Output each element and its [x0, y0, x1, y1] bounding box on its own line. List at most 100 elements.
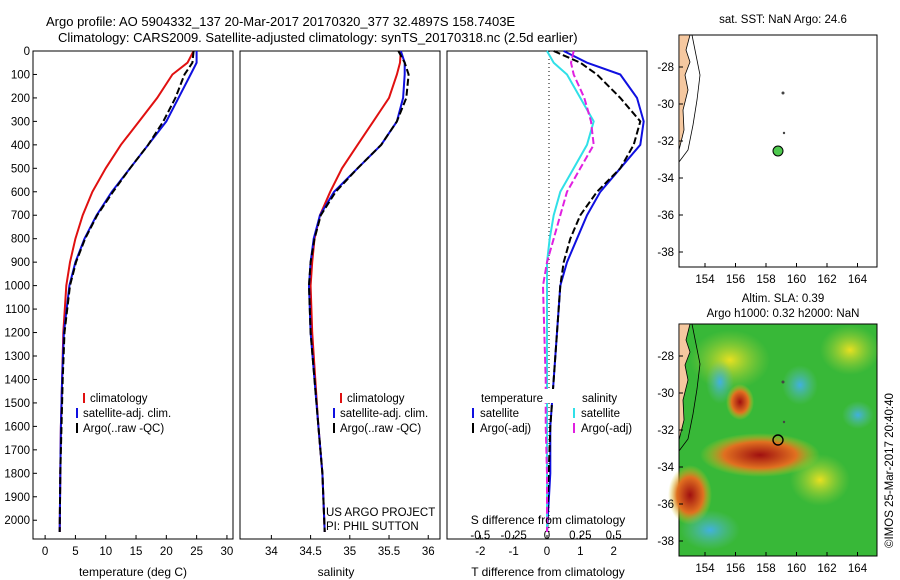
map-y-tick-label: -38 [657, 536, 674, 548]
sla-map: Altim. SLA: 0.39 Argo h1000: 0.32 h2000:… [657, 293, 880, 575]
map-x-tick-label: 160 [787, 563, 806, 575]
y-tick-label: 2000 [4, 515, 30, 527]
series-line-s_satellite [546, 50, 595, 532]
y-tick-label: 700 [11, 210, 30, 222]
x2-tick-label: -0.25 [501, 530, 527, 542]
y-tick-label: 1900 [4, 492, 30, 504]
x-tick-label: 35 [343, 546, 356, 558]
y-tick-label: 1100 [5, 304, 30, 316]
legend-s-satellite: satellite [581, 408, 620, 420]
x-tick-label: 0 [42, 546, 48, 558]
map-x-tick-label: 162 [817, 563, 836, 575]
map-y-tick-label: -30 [657, 388, 674, 400]
depth-contour [678, 34, 701, 163]
y-tick-label: 1400 [4, 374, 30, 386]
legend-t-satellite: satellite [480, 408, 519, 420]
map-y-tick-label: -36 [657, 499, 674, 511]
x-tick-label: 30 [221, 546, 234, 558]
track-point [781, 380, 785, 384]
y-tick-label: 100 [11, 69, 30, 81]
map-x-tick-label: 162 [817, 274, 836, 286]
y-tick-label: 400 [11, 140, 30, 152]
y-tick-label: 1600 [4, 421, 30, 433]
series-line-argo [58, 50, 195, 533]
series-line-satellite [307, 50, 406, 533]
series-line-climatology [309, 50, 402, 533]
y-tick-label: 800 [11, 234, 30, 246]
x-tick-label: 10 [99, 546, 112, 558]
y-tick-label: 1800 [4, 468, 30, 480]
salinity-xlabel: salinity [318, 565, 355, 579]
x2-tick-label: -0.5 [470, 530, 490, 542]
series-line-argo [546, 50, 642, 533]
series-line-satellite [58, 51, 198, 533]
map-y-tick-label: -32 [657, 425, 674, 437]
sla-feature [726, 384, 754, 420]
sst-map: sat. SST: NaN Argo: 24.6 -28 -30 -32 -34 -36… [657, 14, 878, 286]
x-tick-label: 35.5 [378, 546, 400, 558]
map-y-tick-label: -30 [657, 99, 674, 111]
x-tick-label: -1 [509, 546, 519, 558]
map-x-tick-label: 156 [726, 563, 745, 575]
map-y-tick-label: -28 [657, 351, 674, 363]
temperature-legend: climatology satellite-adj. clim. Argo(..… [76, 393, 171, 435]
salinity-legend: climatology satellite-adj. clim. Argo(..… [333, 393, 428, 435]
x2-tick-label: 0.25 [569, 530, 591, 542]
salinity-panel: 34 34.5 35 35.5 36 salinity climatology sate… [239, 50, 441, 579]
depth-contour [678, 323, 701, 452]
sst-map-title: sat. SST: NaN Argo: 24.6 [719, 14, 847, 26]
y-tick-label: 1000 [4, 281, 30, 293]
coastline-land [678, 34, 691, 151]
x2-tick-label: 0.5 [606, 530, 622, 542]
sla-feature [782, 365, 818, 405]
legend-satellite: satellite-adj. clim. [83, 408, 171, 420]
difference-legend: temperature salinity satellite Argo(-adj… [472, 389, 632, 435]
sdiff-xlabel: S difference from climatology [471, 513, 626, 527]
series-line-climatology [58, 50, 195, 533]
project-annotation: US ARGO PROJECT [326, 507, 435, 519]
sla-feature [820, 325, 880, 375]
legend-satellite: satellite-adj. clim. [340, 408, 428, 420]
tdiff-xlabel: T difference from climatology [471, 565, 625, 579]
sla-feature [668, 465, 712, 525]
x2-tick-label: 0 [544, 530, 550, 542]
sla-feature [700, 433, 820, 477]
y-tick-label: 1500 [4, 398, 30, 410]
map-y-tick-label: -34 [657, 173, 674, 185]
y-tick-label: 500 [11, 163, 30, 175]
sla-feature [842, 401, 874, 429]
x-tick-label: 5 [72, 546, 78, 558]
map-x-tick-label: 164 [848, 274, 868, 286]
legend-argo: Argo(..raw -QC) [83, 423, 164, 435]
track-point [782, 420, 786, 424]
x-tick-label: 1 [577, 546, 583, 558]
sla-map-title1: Altim. SLA: 0.39 [742, 293, 824, 305]
x-tick-label: 15 [130, 546, 143, 558]
legend-argo: Argo(..raw -QC) [340, 423, 421, 435]
map-x-tick-label: 154 [695, 274, 715, 286]
legend-s-argo: Argo(-adj) [581, 423, 632, 435]
track-point [781, 91, 785, 95]
sla-feature [706, 360, 734, 404]
chart-title-line1: Argo profile: AO 5904332_137 20-Mar-2017… [46, 14, 516, 29]
difference-panel: -2 -1 0 1 2 -0.5 -0.25 0 0.25 0.5 T difference f… [446, 50, 648, 579]
map-x-tick-label: 164 [848, 563, 868, 575]
series-line-satellite [546, 50, 645, 533]
sla-feature [680, 510, 740, 550]
series-line-argo [307, 50, 410, 533]
legend-t-argo: Argo(-adj) [480, 423, 531, 435]
temperature-frame [32, 50, 234, 540]
y-tick-label: 1700 [4, 445, 30, 457]
x-tick-label: -2 [475, 546, 485, 558]
x-tick-label: 0 [544, 546, 550, 558]
y-tick-label: 0 [24, 46, 30, 58]
map-x-tick-label: 158 [756, 274, 775, 286]
map-y-tick-label: -28 [657, 62, 674, 74]
y-tick-label: 900 [11, 257, 30, 269]
map-x-tick-label: 158 [756, 563, 775, 575]
y-tick-label: 200 [11, 93, 30, 105]
map-y-tick-label: -32 [657, 136, 674, 148]
x-tick-label: 2 [610, 546, 616, 558]
map-y-tick-label: -34 [657, 462, 674, 474]
map-x-tick-label: 154 [695, 563, 715, 575]
